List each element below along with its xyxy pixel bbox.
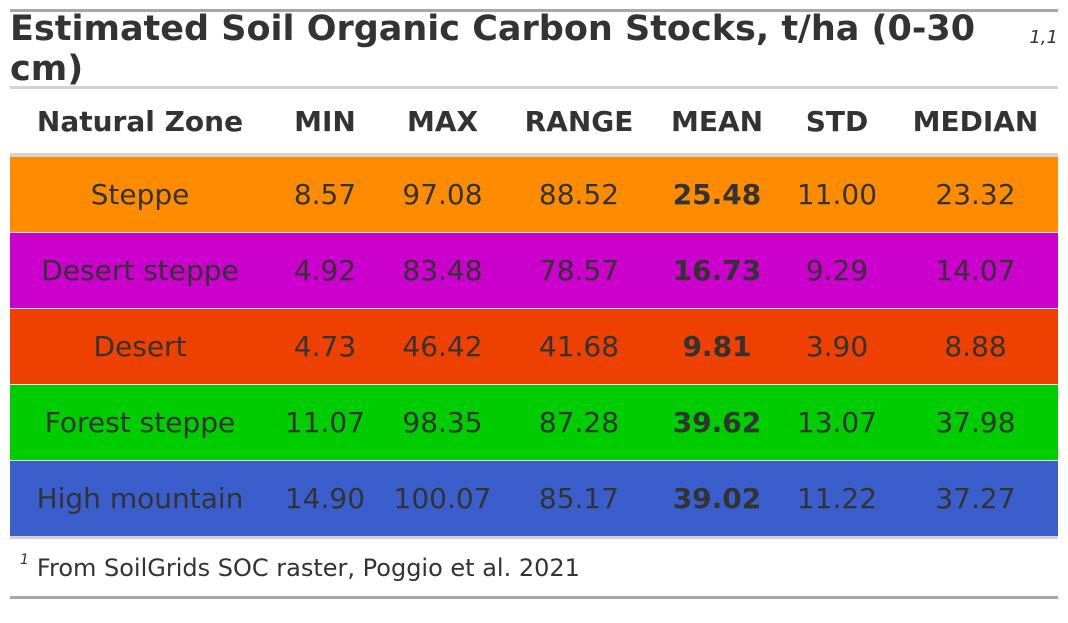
cell-min: 4.92 — [270, 232, 380, 309]
cell-mean: 39.62 — [653, 384, 781, 461]
soc-table-container: Estimated Soil Organic Carbon Stocks, t/… — [10, 9, 1058, 599]
col-header-max: MAX — [380, 89, 505, 157]
table-row: Steppe 8.57 97.08 88.52 25.48 11.00 23.3… — [10, 154, 1058, 233]
footnote-text: From SoilGrids SOC raster, Poggio et al.… — [36, 553, 580, 582]
cell-zone: Forest steppe — [10, 384, 270, 461]
cell-min: 8.57 — [270, 154, 380, 233]
cell-zone: Desert — [10, 308, 270, 385]
col-header-min: MIN — [270, 89, 380, 157]
cell-min: 14.90 — [270, 460, 380, 536]
cell-median: 14.07 — [893, 232, 1058, 309]
cell-mean: 39.02 — [653, 460, 781, 536]
cell-mean: 9.81 — [653, 308, 781, 385]
cell-range: 85.17 — [505, 460, 653, 536]
cell-std: 11.00 — [781, 154, 893, 233]
cell-range: 88.52 — [505, 154, 653, 233]
col-header-mean: MEAN — [653, 89, 781, 157]
title-footnote-marks: 1,1 — [1029, 26, 1058, 48]
cell-range: 78.57 — [505, 232, 653, 309]
cell-zone: High mountain — [10, 460, 270, 536]
table-row: Desert 4.73 46.42 41.68 9.81 3.90 8.88 — [10, 308, 1058, 385]
cell-median: 37.98 — [893, 384, 1058, 461]
cell-mean: 16.73 — [653, 232, 781, 309]
cell-max: 97.08 — [380, 154, 505, 233]
cell-mean: 25.48 — [653, 154, 781, 233]
cell-min: 11.07 — [270, 384, 380, 461]
cell-std: 13.07 — [781, 384, 893, 461]
footnote-mark: 1 — [20, 551, 29, 568]
table-row: Desert steppe 4.92 83.48 78.57 16.73 9.2… — [10, 232, 1058, 309]
cell-std: 11.22 — [781, 460, 893, 536]
cell-median: 8.88 — [893, 308, 1058, 385]
table-footnote: 1 From SoilGrids SOC raster, Poggio et al… — [10, 536, 1058, 599]
table-row: Forest steppe 11.07 98.35 87.28 39.62 13… — [10, 384, 1058, 461]
cell-range: 41.68 — [505, 308, 653, 385]
header-row: Natural Zone MIN MAX RANGE MEAN STD MEDI… — [10, 89, 1058, 157]
cell-std: 3.90 — [781, 308, 893, 385]
cell-range: 87.28 — [505, 384, 653, 461]
col-header-std: STD — [781, 89, 893, 157]
cell-std: 9.29 — [781, 232, 893, 309]
cell-min: 4.73 — [270, 308, 380, 385]
cell-median: 23.32 — [893, 154, 1058, 233]
col-header-median: MEDIAN — [893, 89, 1058, 157]
cell-zone: Desert steppe — [10, 232, 270, 309]
col-header-range: RANGE — [505, 89, 653, 157]
table-row: High mountain 14.90 100.07 85.17 39.02 1… — [10, 460, 1058, 536]
cell-max: 98.35 — [380, 384, 505, 461]
cell-max: 100.07 — [380, 460, 505, 536]
cell-median: 37.27 — [893, 460, 1058, 536]
cell-max: 46.42 — [380, 308, 505, 385]
cell-zone: Steppe — [10, 154, 270, 233]
table-title-text: Estimated Soil Organic Carbon Stocks, t/… — [10, 9, 976, 89]
cell-max: 83.48 — [380, 232, 505, 309]
table-title: Estimated Soil Organic Carbon Stocks, t/… — [10, 9, 1058, 89]
col-header-natural-zone: Natural Zone — [10, 89, 270, 157]
soc-table: Natural Zone MIN MAX RANGE MEAN STD MEDI… — [10, 89, 1058, 536]
